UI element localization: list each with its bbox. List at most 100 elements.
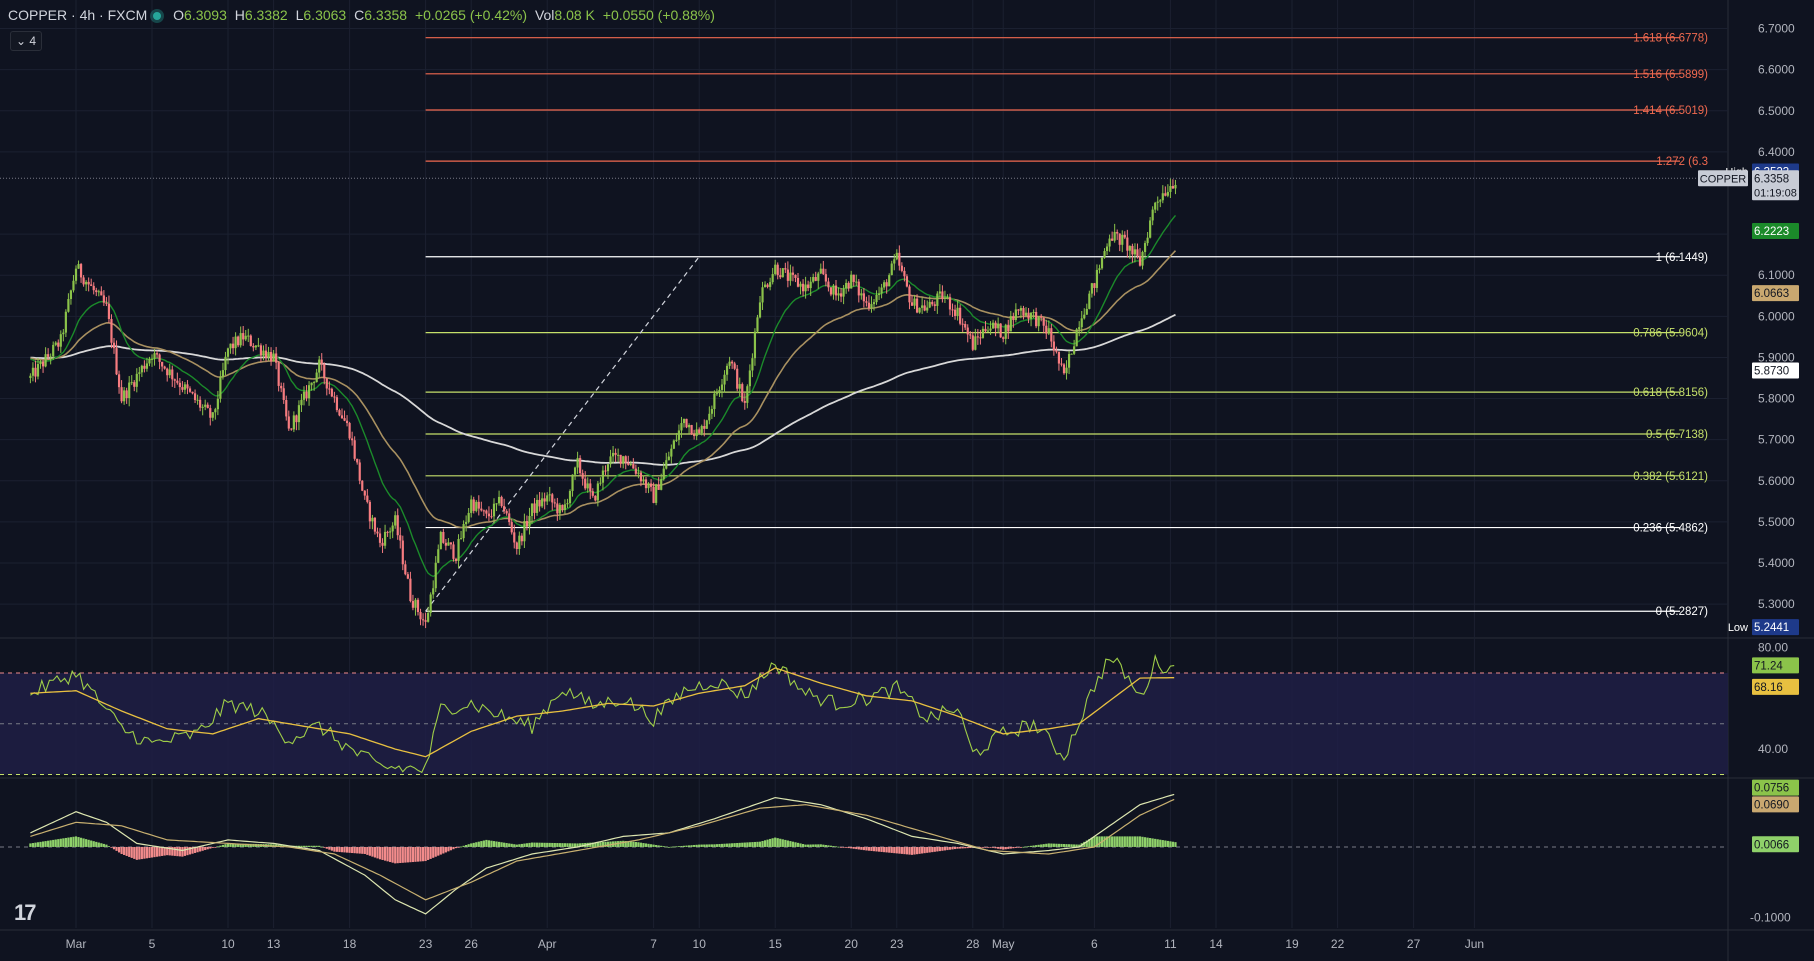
candle-body[interactable] (193, 393, 197, 401)
candle-body[interactable] (948, 297, 952, 310)
candle-body[interactable] (477, 501, 480, 509)
candle-body[interactable] (427, 612, 430, 622)
candle-body[interactable] (472, 499, 475, 511)
candle-body[interactable] (786, 269, 789, 281)
candle-body[interactable] (857, 281, 860, 296)
candle-body[interactable] (579, 458, 582, 474)
candle-body[interactable] (824, 274, 827, 282)
candle-body[interactable] (452, 544, 455, 559)
candle-body[interactable] (551, 494, 554, 503)
candle-body[interactable] (672, 440, 675, 449)
candle-body[interactable] (1035, 312, 1038, 327)
candle-body[interactable] (1111, 238, 1114, 241)
candle-body[interactable] (845, 282, 848, 289)
candle-body[interactable] (361, 480, 364, 491)
candle-body[interactable] (226, 348, 230, 357)
candle-body[interactable] (1022, 308, 1025, 316)
candle-body[interactable] (639, 472, 643, 482)
candle-body[interactable] (320, 359, 323, 365)
candle-body[interactable] (981, 328, 985, 338)
candle-body[interactable] (206, 404, 209, 409)
candle-body[interactable] (168, 369, 171, 376)
candle-body[interactable] (95, 290, 98, 293)
candle-body[interactable] (1118, 233, 1121, 245)
candle-body[interactable] (908, 286, 911, 303)
candle-body[interactable] (338, 410, 341, 416)
candle-body[interactable] (163, 366, 166, 369)
candle-body[interactable] (541, 498, 544, 507)
candle-body[interactable] (677, 430, 681, 440)
candle-body[interactable] (956, 307, 959, 316)
candle-body[interactable] (923, 305, 926, 311)
candle-body[interactable] (642, 479, 645, 482)
candle-body[interactable] (687, 424, 691, 428)
candle-body[interactable] (196, 399, 199, 401)
candle-body[interactable] (269, 352, 273, 362)
candle-body[interactable] (424, 620, 427, 622)
candle-body[interactable] (143, 365, 146, 369)
candle-body[interactable] (404, 564, 407, 575)
candle-body[interactable] (105, 302, 108, 304)
candle-body[interactable] (128, 382, 131, 399)
candle-body[interactable] (680, 423, 683, 431)
candle-body[interactable] (1078, 327, 1081, 330)
candle-body[interactable] (107, 303, 111, 319)
candle-body[interactable] (363, 490, 366, 496)
candle-body[interactable] (1057, 351, 1061, 364)
candle-body[interactable] (490, 516, 493, 518)
candle-body[interactable] (1166, 191, 1169, 196)
candle-body[interactable] (943, 297, 947, 299)
candle-body[interactable] (371, 517, 374, 522)
candle-body[interactable] (1083, 314, 1086, 319)
candle-body[interactable] (209, 408, 212, 418)
candle-body[interactable] (713, 393, 716, 410)
candle-body[interactable] (1095, 269, 1099, 288)
candle-body[interactable] (503, 506, 506, 512)
candle-body[interactable] (918, 307, 921, 313)
candle-body[interactable] (933, 304, 936, 306)
candle-body[interactable] (505, 511, 508, 514)
candle-body[interactable] (723, 374, 726, 385)
candle-body[interactable] (796, 277, 800, 287)
candle-body[interactable] (1009, 316, 1012, 332)
candle-body[interactable] (120, 387, 123, 402)
candle-body[interactable] (627, 462, 630, 465)
candle-body[interactable] (153, 353, 156, 359)
candle-body[interactable] (1040, 316, 1043, 318)
candle-body[interactable] (708, 413, 711, 421)
candle-body[interactable] (675, 439, 678, 441)
candle-body[interactable] (394, 515, 397, 526)
candle-body[interactable] (383, 531, 387, 546)
candle-body[interactable] (994, 322, 997, 329)
candle-body[interactable] (414, 599, 417, 608)
candle-body[interactable] (573, 467, 577, 475)
candle-body[interactable] (224, 356, 227, 371)
candle-body[interactable] (1052, 341, 1055, 351)
candle-body[interactable] (703, 425, 706, 429)
candle-body[interactable] (117, 374, 121, 388)
candle-body[interactable] (822, 268, 825, 275)
candle-body[interactable] (500, 496, 503, 507)
candle-body[interactable] (617, 454, 620, 456)
candle-body[interactable] (814, 277, 817, 281)
candle-body[interactable] (986, 330, 990, 332)
candle-body[interactable] (242, 333, 245, 340)
candle-body[interactable] (563, 504, 567, 511)
candle-body[interactable] (867, 302, 871, 309)
candle-body[interactable] (546, 495, 549, 502)
candle-body[interactable] (832, 285, 835, 295)
candle-body[interactable] (913, 298, 916, 306)
candle-body[interactable] (609, 456, 612, 465)
candle-body[interactable] (829, 287, 833, 295)
candle-body[interactable] (497, 496, 501, 504)
candle-body[interactable] (1037, 316, 1040, 327)
candle-body[interactable] (150, 358, 154, 360)
candle-body[interactable] (333, 396, 336, 398)
candle-body[interactable] (1002, 337, 1005, 339)
candle-body[interactable] (315, 372, 318, 383)
candle-body[interactable] (487, 513, 491, 517)
candle-body[interactable] (1169, 186, 1172, 192)
candle-body[interactable] (328, 388, 331, 390)
candle-body[interactable] (1042, 317, 1045, 326)
candle-body[interactable] (961, 323, 964, 325)
